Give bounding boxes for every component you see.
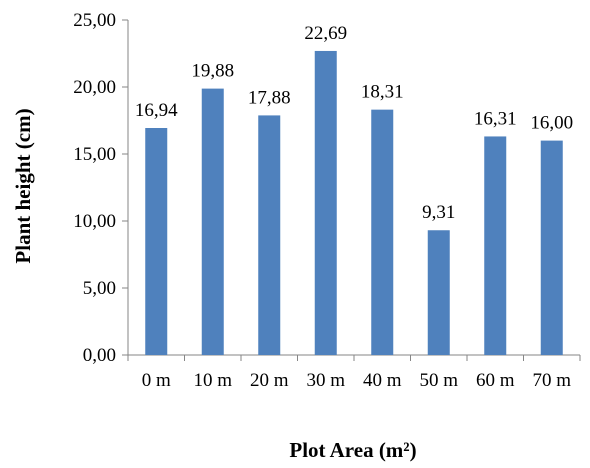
data-label: 18,31 (361, 82, 404, 103)
y-tick-label: 10,00 (73, 211, 116, 232)
x-axis: 0 m 10 m 20 m 30 m 40 m 50 m 60 m 70 m (127, 354, 581, 391)
bar (201, 88, 224, 355)
bar (371, 109, 394, 356)
data-label: 19,88 (191, 61, 234, 82)
data-label: 22,69 (304, 23, 347, 44)
y-tick-label: 20,00 (73, 77, 116, 98)
y-tick-label: 25,00 (73, 10, 116, 31)
bar (484, 136, 507, 355)
x-tick-label: 20 m (250, 370, 289, 391)
bar (258, 115, 281, 356)
x-tick-label: 0 m (142, 370, 171, 391)
y-tick-label: 15,00 (73, 144, 116, 165)
bar (314, 50, 337, 355)
x-tick-label: 10 m (193, 370, 232, 391)
data-label: 9,31 (422, 202, 455, 223)
x-tick-label: 30 m (306, 370, 345, 391)
y-axis: 0,00 5,00 10,00 15,00 20,00 25,00 (73, 10, 129, 366)
bar (540, 140, 563, 355)
x-tick-label: 40 m (363, 370, 402, 391)
data-labels: 16,94 19,88 17,88 22,69 18,31 9,31 16,31 16,00 (135, 23, 573, 223)
y-tick-label: 0,00 (83, 345, 116, 366)
bars (145, 50, 563, 356)
bar (145, 128, 168, 355)
data-label: 16,00 (530, 113, 573, 134)
data-label: 16,31 (474, 108, 517, 129)
x-tick-label: 70 m (532, 370, 571, 391)
data-label: 16,94 (135, 100, 178, 121)
y-axis-title: Plant height (cm) (11, 108, 35, 263)
x-tick-label: 50 m (419, 370, 458, 391)
x-tick-label: 60 m (476, 370, 515, 391)
bar (427, 230, 450, 355)
y-tick-label: 5,00 (83, 278, 116, 299)
x-axis-title: Plot Area (m²) (289, 438, 416, 462)
data-label: 17,88 (248, 87, 291, 108)
